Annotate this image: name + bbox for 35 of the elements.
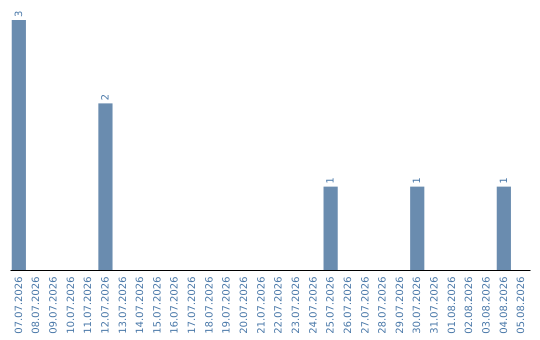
x-tick-label: 09.07.2026	[48, 276, 60, 334]
x-tick-label: 11.07.2026	[83, 276, 94, 334]
data-label: 1	[498, 177, 510, 184]
x-tick-label: 13.07.2026	[118, 276, 129, 334]
x-tick-label: 22.07.2026	[274, 276, 285, 334]
x-tick-label: 02.08.2026	[464, 276, 476, 334]
x-tick-label: 14.07.2026	[135, 276, 146, 334]
data-label: 1	[326, 177, 337, 184]
x-tick-label: 26.07.2026	[342, 276, 354, 334]
x-tick-label: 08.07.2026	[31, 276, 42, 334]
x-tick-label: 19.07.2026	[222, 276, 233, 334]
x-tick-label: 18.07.2026	[204, 276, 216, 334]
data-label: 3	[14, 10, 25, 17]
x-tick-label: 24.07.2026	[308, 276, 320, 334]
x-tick-label: 15.07.2026	[152, 276, 164, 334]
data-label: 2	[100, 94, 112, 100]
x-tick-label: 10.07.2026	[66, 276, 77, 334]
x-tick-label: 27.07.2026	[360, 276, 372, 334]
x-tick-label: 12.07.2026	[100, 276, 112, 334]
x-tick-label: 21.07.2026	[256, 276, 268, 334]
x-tick-label: 23.07.2026	[290, 276, 302, 334]
x-tick-label: 29.07.2026	[394, 276, 406, 334]
x-tick-label: 20.07.2026	[239, 276, 250, 334]
x-tick-label: 28.07.2026	[378, 276, 389, 334]
x-tick-label: 30.07.2026	[412, 276, 424, 334]
x-tick-label: 05.08.2026	[516, 276, 528, 334]
x-tick-label: 01.08.2026	[446, 276, 458, 334]
x-tick-label: 04.08.2026	[498, 276, 510, 334]
x-tick-label: 25.07.2026	[326, 276, 337, 334]
x-tick-label: 17.07.2026	[187, 276, 198, 334]
x-tick-label: 07.07.2026	[14, 276, 25, 334]
data-label: 1	[412, 177, 424, 184]
x-tick-label: 16.07.2026	[170, 276, 181, 334]
x-tick-label: 03.08.2026	[482, 276, 493, 334]
x-tick-label: 31.07.2026	[430, 276, 441, 334]
